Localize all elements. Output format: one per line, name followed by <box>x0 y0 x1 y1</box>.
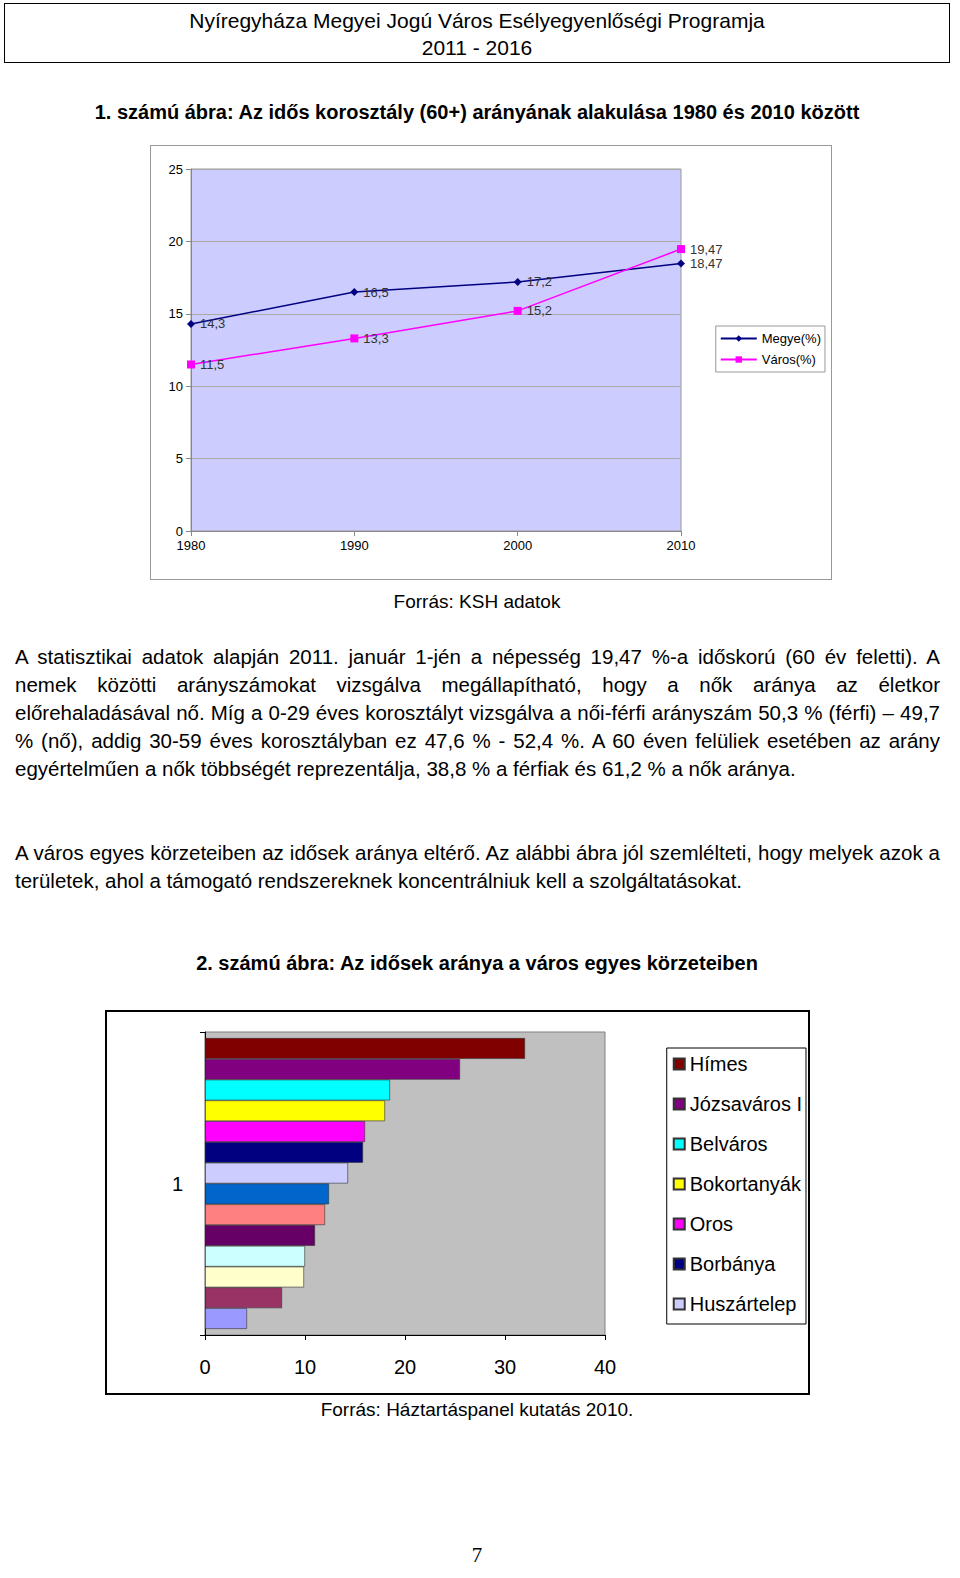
html-text:1. számú ábra: Az idős koroszt: 1. számú ábra: Az idős korosztály (60+) … <box>94 101 860 123</box>
html-text:2011 - 2016: 2011 - 2016 <box>421 36 533 59</box>
svg-text:16,5: 16,5 <box>363 285 388 300</box>
svg-text:1990: 1990 <box>340 538 369 553</box>
html-text:2. számú ábra: Az idősek arány: 2. számú ábra: Az idősek aránya a város … <box>196 952 758 974</box>
svg-text:0: 0 <box>199 1356 210 1378</box>
svg-text:2010: 2010 <box>667 538 696 553</box>
svg-text:30: 30 <box>494 1356 516 1378</box>
svg-text:40: 40 <box>594 1356 616 1378</box>
svg-text:20: 20 <box>394 1356 416 1378</box>
svg-text:19,47: 19,47 <box>690 242 723 257</box>
svg-text:15,2: 15,2 <box>527 303 552 318</box>
svg-text:Hímes: Hímes <box>690 1053 748 1075</box>
svg-text:11,5: 11,5 <box>200 357 224 372</box>
svg-text:Józsaváros I: Józsaváros I <box>690 1093 802 1115</box>
svg-text:13,3: 13,3 <box>363 331 388 346</box>
svg-text:Megye(%): Megye(%) <box>762 331 821 346</box>
svg-text:17,2: 17,2 <box>527 274 552 289</box>
svg-text:20: 20 <box>169 234 183 249</box>
html-text:A város egyes körzeteiben az i: A város egyes körzeteiben az idősek arán… <box>15 841 940 892</box>
html-text:Nyíregyháza Megyei Jogú Város: Nyíregyháza Megyei Jogú Város Esélyegyen… <box>189 9 765 32</box>
svg-text:Bokortanyák: Bokortanyák <box>690 1173 802 1195</box>
svg-text:5: 5 <box>176 451 183 466</box>
svg-text:Belváros: Belváros <box>690 1133 768 1155</box>
svg-text:10: 10 <box>169 379 183 394</box>
svg-text:14,3: 14,3 <box>200 316 225 331</box>
svg-text:1980: 1980 <box>177 538 206 553</box>
svg-text:10: 10 <box>294 1356 316 1378</box>
svg-text:25: 25 <box>169 162 183 177</box>
svg-text:2000: 2000 <box>503 538 532 553</box>
html-text:7: 7 <box>471 1543 483 1567</box>
html-text:Forrás: KSH adatok: Forrás: KSH adatok <box>393 591 561 612</box>
svg-text:15: 15 <box>169 306 183 321</box>
svg-text:18,47: 18,47 <box>690 256 723 271</box>
svg-text:0: 0 <box>176 524 183 539</box>
svg-text:Oros: Oros <box>690 1213 733 1235</box>
svg-text:Város(%): Város(%) <box>762 352 816 367</box>
svg-text:1: 1 <box>172 1173 183 1195</box>
html-text:A statisztikai adatok alapján: A statisztikai adatok alapján 2011. janu… <box>15 645 940 780</box>
html-text:Forrás: Háztartáspanel kutatás: Forrás: Háztartáspanel kutatás 2010. <box>320 1399 634 1420</box>
svg-text:Borbánya: Borbánya <box>690 1253 776 1275</box>
svg-text:Huszártelep: Huszártelep <box>690 1293 797 1315</box>
